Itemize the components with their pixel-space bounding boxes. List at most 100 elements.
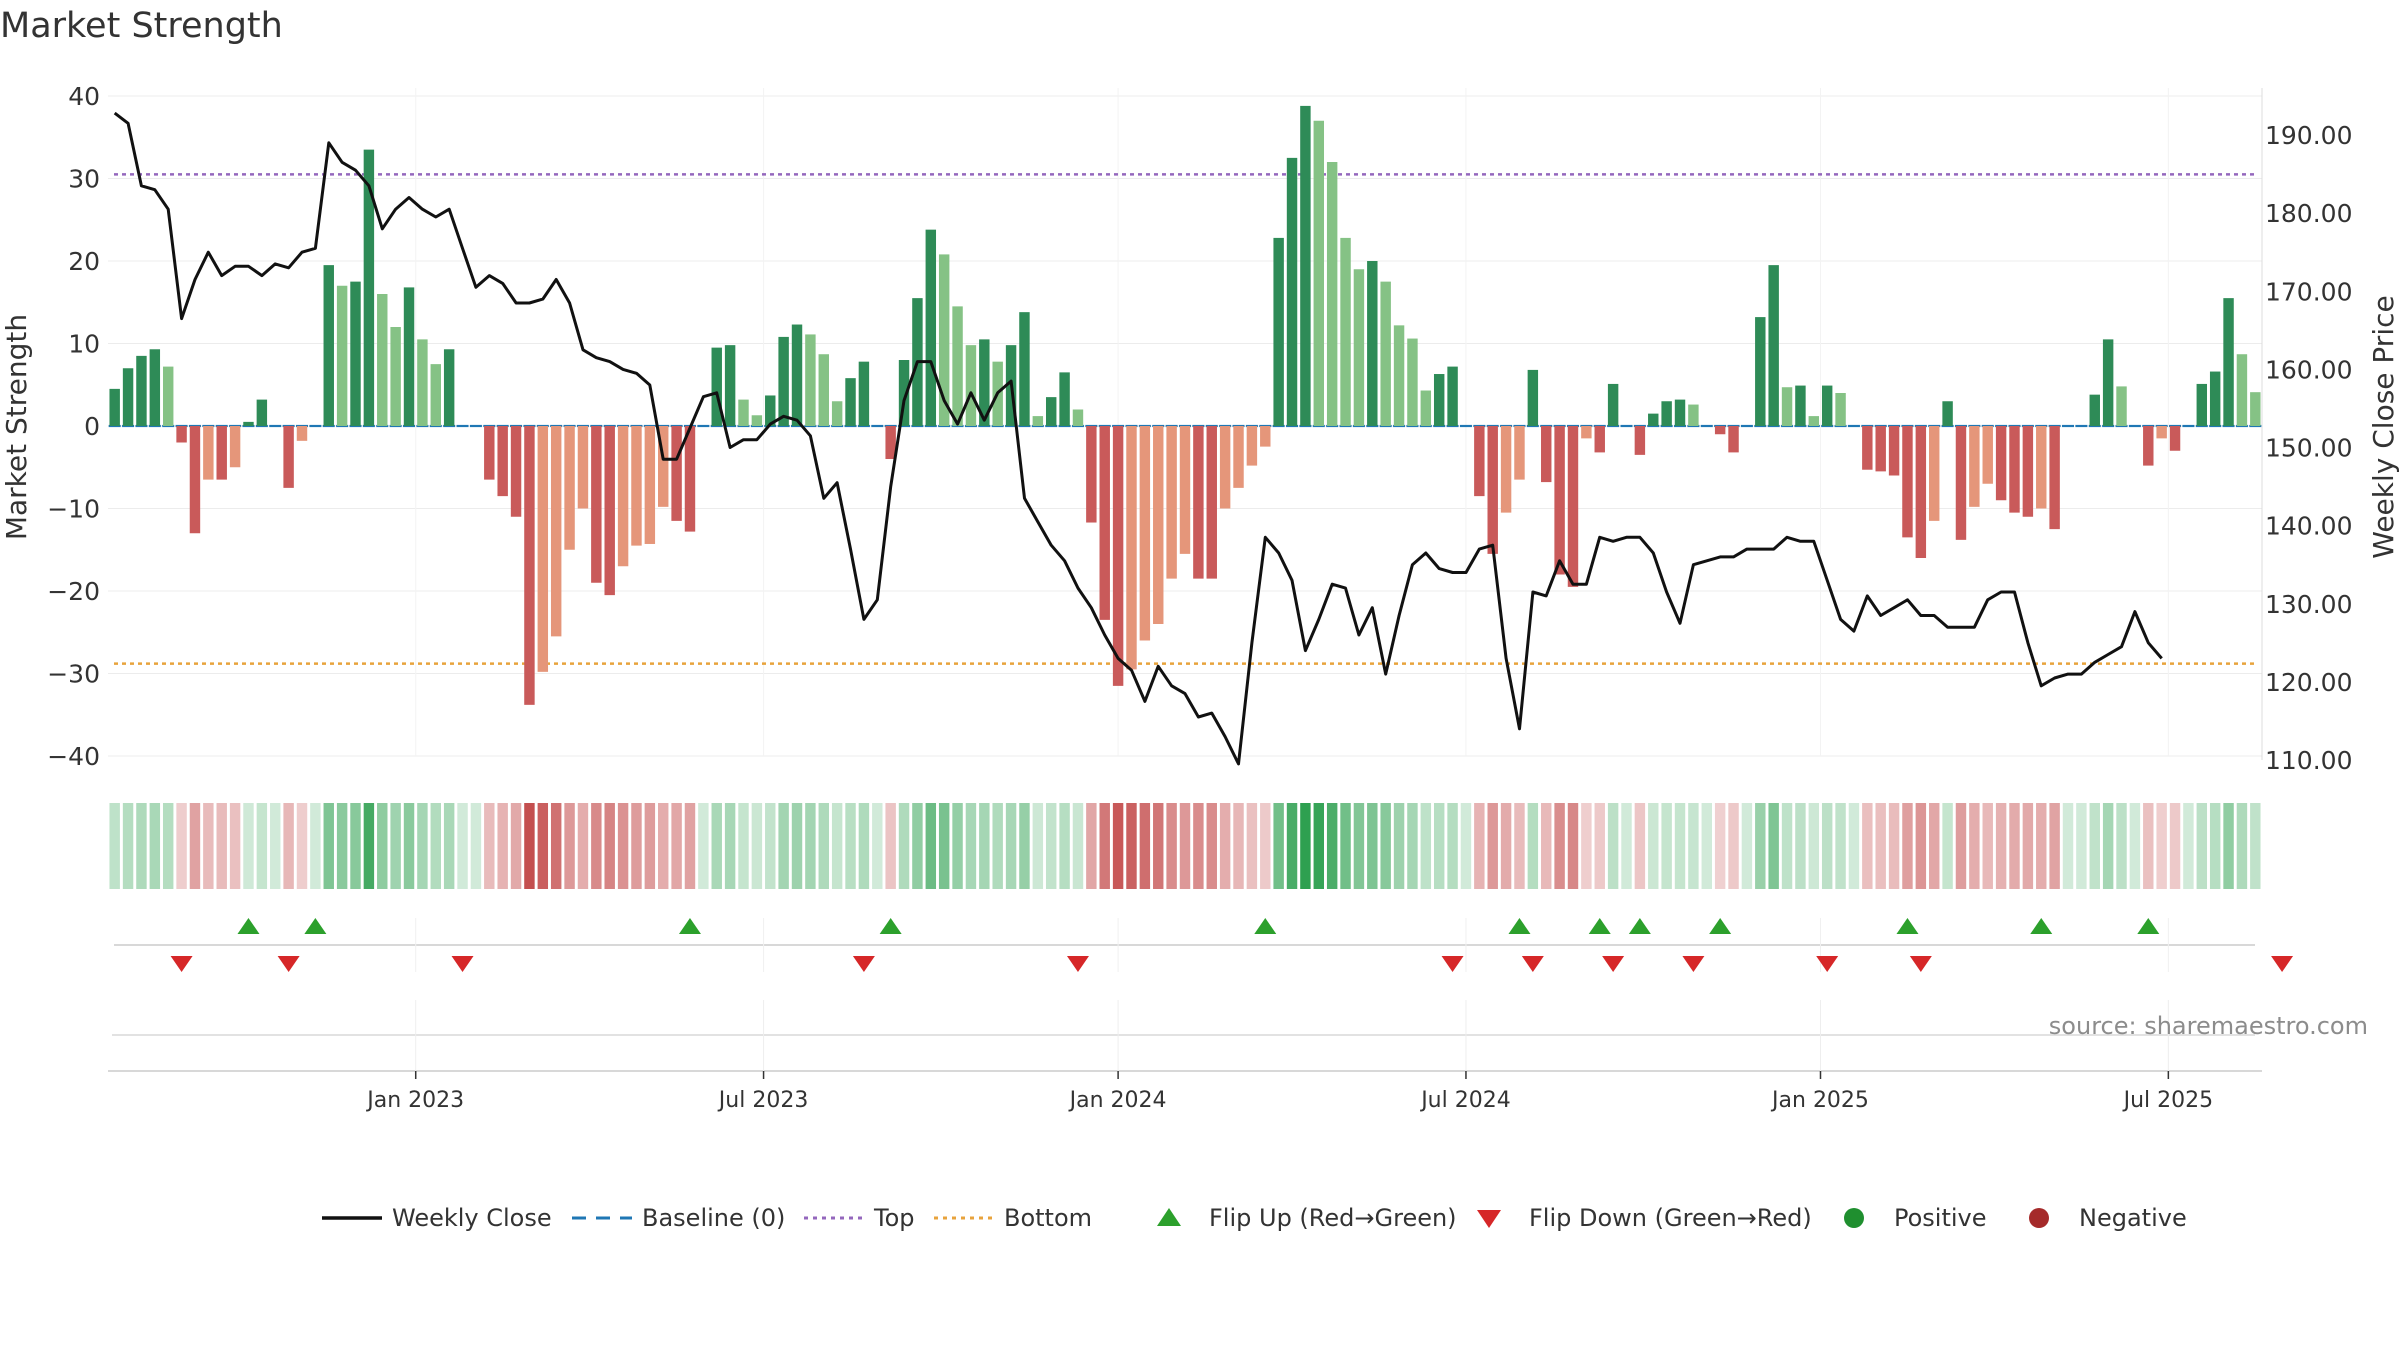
heat-cell [1420, 803, 1432, 889]
strength-bar [1273, 237, 1284, 426]
strength-bar [617, 426, 629, 567]
heat-cell [952, 803, 963, 889]
heat-cell [229, 803, 241, 889]
heat-cell [497, 803, 508, 889]
heat-cell [898, 803, 910, 889]
heat-cell [564, 803, 575, 889]
strength-bar [1059, 372, 1070, 426]
strength-bar [711, 347, 722, 426]
y-left-tick-label: 30 [68, 165, 100, 194]
y-left-tick-label: 20 [68, 247, 100, 276]
heat-cell [1634, 803, 1646, 889]
strength-bar [1487, 426, 1498, 554]
heat-cell [1500, 803, 1512, 889]
heat-cell [671, 803, 682, 889]
heat-cell [296, 803, 308, 889]
flip-up-marker [1254, 918, 1277, 934]
strength-bar [216, 426, 227, 480]
strength-bar [1072, 409, 1084, 426]
strength-bar [510, 426, 522, 517]
strength-bar [1233, 426, 1244, 488]
strength-bar [1367, 261, 1378, 426]
legend: Weekly Close Baseline (0) Top Bottom Flip Up… [322, 1204, 2187, 1232]
heat-cell [751, 803, 763, 889]
heat-cell [1099, 803, 1110, 889]
strength-bar [109, 388, 120, 426]
flip-down-marker [1441, 956, 1464, 972]
heat-cell [1206, 803, 1217, 889]
heat-cell [1581, 803, 1592, 889]
heat-cell [992, 803, 1003, 889]
heat-cell [310, 803, 321, 889]
strength-bar [2036, 426, 2047, 509]
strength-bar [256, 399, 268, 426]
strength-bar [1955, 426, 1967, 540]
strength-bar [229, 426, 241, 468]
strength-bar [283, 426, 294, 488]
legend-swatch [1844, 1208, 1864, 1228]
heat-cell [1005, 803, 1017, 889]
heat-cell [965, 803, 977, 889]
heat-cell [872, 803, 883, 889]
strength-bars [109, 105, 2261, 705]
heat-cell [1086, 803, 1097, 889]
heat-cell [1995, 803, 2007, 889]
strength-bar [484, 426, 495, 480]
heat-cell [390, 803, 401, 889]
heat-cell [1928, 803, 1940, 889]
strength-bar [577, 426, 589, 509]
heat-cell [979, 803, 990, 889]
heat-cell [1367, 803, 1378, 889]
y-axis-left-label: Market Strength [0, 314, 33, 540]
heat-cell [1460, 803, 1472, 889]
heat-cell [1862, 803, 1873, 889]
strength-bar [1728, 426, 1739, 453]
strength-bar [845, 378, 856, 426]
strength-bar [2236, 354, 2248, 426]
legend-label: Weekly Close [392, 1204, 552, 1232]
strength-bar [350, 281, 361, 426]
heat-cell [323, 803, 334, 889]
y-left-tick-label: 40 [68, 82, 100, 111]
strength-bar [1567, 426, 1579, 587]
source-label: source: sharemaestro.com [2049, 1012, 2368, 1040]
flip-down-marker [1066, 956, 1089, 972]
heat-cell [1835, 803, 1846, 889]
y-left-tick-label: −10 [47, 495, 100, 524]
heat-cell [510, 803, 522, 889]
heat-cell [176, 803, 187, 889]
legend-swatch [2029, 1208, 2049, 1228]
strength-bar [1219, 426, 1231, 509]
strength-bar [2022, 426, 2034, 517]
strength-bar [1326, 162, 1338, 426]
heat-cell [1193, 803, 1204, 889]
strength-bar [885, 426, 896, 459]
y-right-tick-label: 160.00 [2265, 355, 2352, 384]
heat-cell [1487, 803, 1498, 889]
strength-bar [497, 426, 508, 497]
strength-bar [1340, 237, 1351, 426]
legend-swatch [1477, 1210, 1501, 1228]
strength-bar [898, 360, 910, 426]
heat-cell [537, 803, 549, 889]
strength-bar [1995, 426, 2007, 501]
flip-down-marker [1909, 956, 1932, 972]
strength-bar [1179, 426, 1191, 554]
heat-cell [470, 803, 482, 889]
flip-up-marker [678, 918, 701, 934]
strength-bar [390, 327, 401, 426]
strength-bar [1607, 383, 1619, 426]
y-right-tick-label: 170.00 [2265, 277, 2352, 306]
heat-cell [631, 803, 642, 889]
strength-bar [1380, 281, 1391, 426]
y-axis-right-label: Weekly Close Price [2367, 295, 2400, 558]
strength-bar [1594, 426, 1605, 453]
strength-bar [1433, 374, 1445, 426]
heat-cell [417, 803, 428, 889]
heat-cell [1353, 803, 1365, 889]
heat-cell [1300, 803, 1311, 889]
flip-up-marker [304, 918, 327, 934]
strength-bar [1969, 426, 1980, 507]
heat-cell [831, 803, 843, 889]
heat-cell [2102, 803, 2114, 889]
